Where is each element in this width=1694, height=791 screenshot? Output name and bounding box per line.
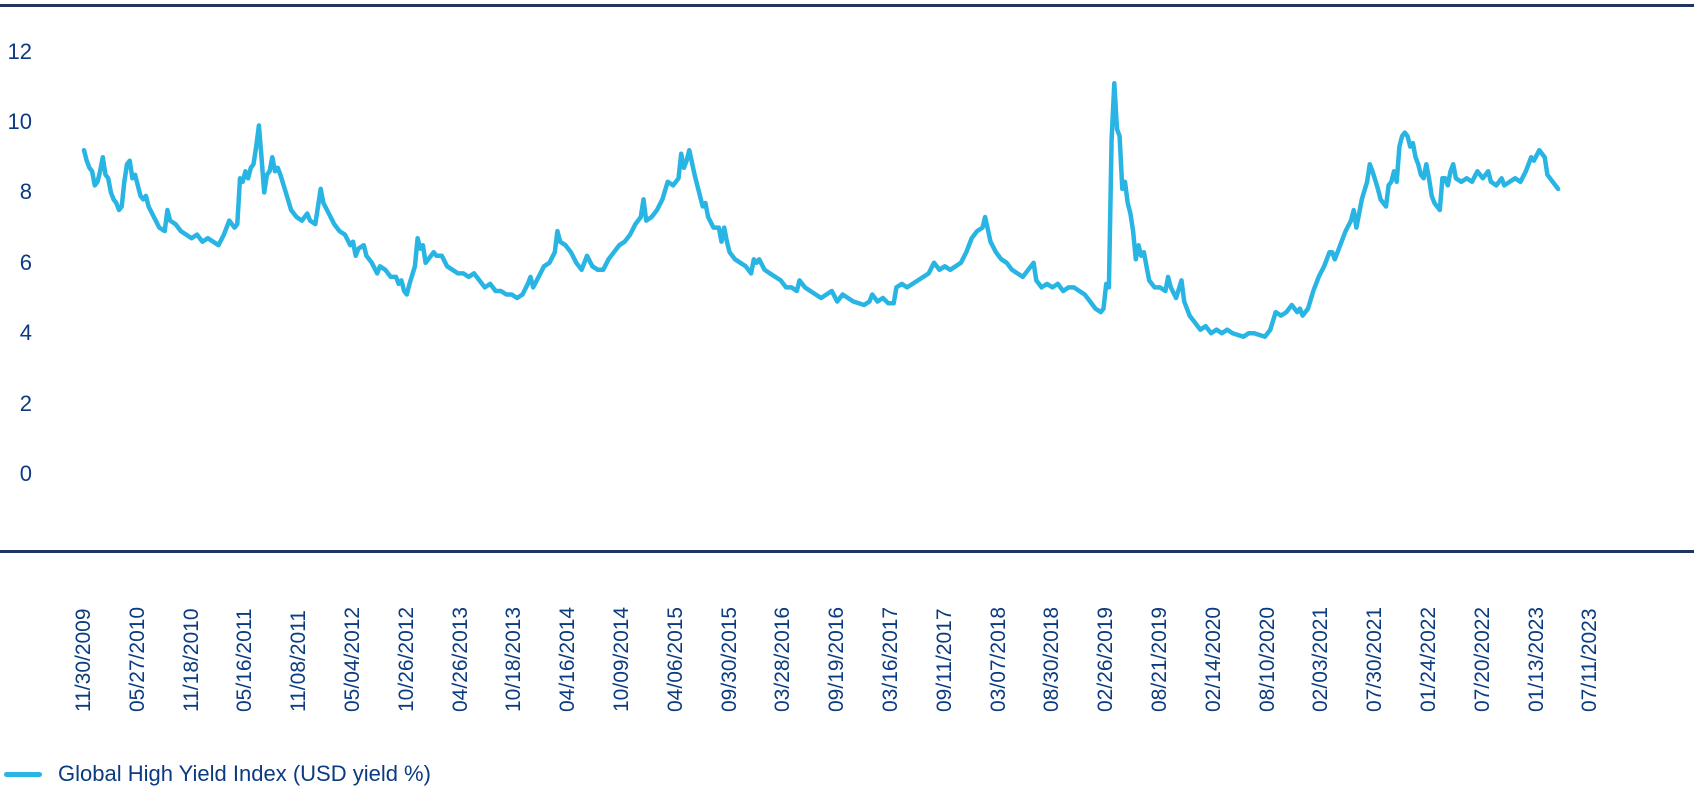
y-tick-label: 0 bbox=[19, 461, 32, 486]
x-tick-label: 01/13/2023 bbox=[1524, 606, 1548, 712]
y-tick-label: 12 bbox=[7, 38, 32, 64]
x-axis-line bbox=[0, 550, 1694, 553]
x-tick-label: 09/30/2015 bbox=[717, 606, 741, 712]
x-tick-label: 10/09/2014 bbox=[610, 606, 633, 712]
x-tick-label: 08/10/2020 bbox=[1255, 606, 1279, 712]
x-tick-label: 02/14/2020 bbox=[1201, 606, 1225, 712]
x-tick-label: 04/26/2013 bbox=[448, 606, 472, 712]
legend: Global High Yield Index (USD yield %) bbox=[4, 760, 431, 788]
legend-swatch-line-icon bbox=[4, 771, 42, 777]
x-tick-label: 11/08/2011 bbox=[287, 610, 311, 712]
y-tick-label: 4 bbox=[19, 320, 32, 346]
y-tick-label: 6 bbox=[19, 249, 32, 275]
y-tick-label: 10 bbox=[7, 109, 32, 134]
x-tick-label: 02/03/2021 bbox=[1309, 606, 1333, 712]
x-tick-label: 07/20/2022 bbox=[1470, 606, 1494, 712]
x-tick-label: 05/04/2012 bbox=[341, 606, 364, 712]
x-tick-label: 11/18/2010 bbox=[179, 608, 203, 712]
x-tick-label: 03/07/2018 bbox=[986, 606, 1010, 712]
y-tick-label: 2 bbox=[19, 390, 32, 416]
x-tick-label: 02/26/2019 bbox=[1094, 606, 1118, 712]
top-border-rule bbox=[0, 4, 1694, 7]
x-tick-label: 04/06/2015 bbox=[663, 606, 687, 712]
x-tick-label: 09/11/2017 bbox=[932, 608, 956, 712]
x-tick-label: 11/30/2009 bbox=[72, 608, 95, 712]
legend-label: Global High Yield Index (USD yield %) bbox=[58, 761, 431, 786]
x-tick-label: 08/21/2019 bbox=[1148, 606, 1171, 712]
x-tick-label: 07/30/2021 bbox=[1363, 606, 1387, 712]
x-tick-label: 01/24/2022 bbox=[1417, 606, 1440, 712]
x-tick-label: 05/27/2010 bbox=[125, 606, 149, 712]
x-tick-label: 08/30/2018 bbox=[1040, 606, 1064, 712]
x-tick-label: 10/26/2012 bbox=[394, 606, 418, 712]
x-tick-label: 03/16/2017 bbox=[879, 606, 902, 712]
x-tick-label: 05/16/2011 bbox=[233, 608, 257, 712]
x-tick-label: 04/16/2014 bbox=[556, 606, 580, 712]
y-tick-label: 8 bbox=[19, 179, 32, 205]
x-tick-label: 07/11/2023 bbox=[1578, 608, 1602, 712]
x-tick-label: 10/18/2013 bbox=[502, 606, 526, 712]
x-tick-label: 03/28/2016 bbox=[771, 606, 795, 712]
x-tick-label: 09/19/2016 bbox=[825, 606, 849, 712]
series-line-global-high-yield bbox=[81, 81, 1561, 339]
